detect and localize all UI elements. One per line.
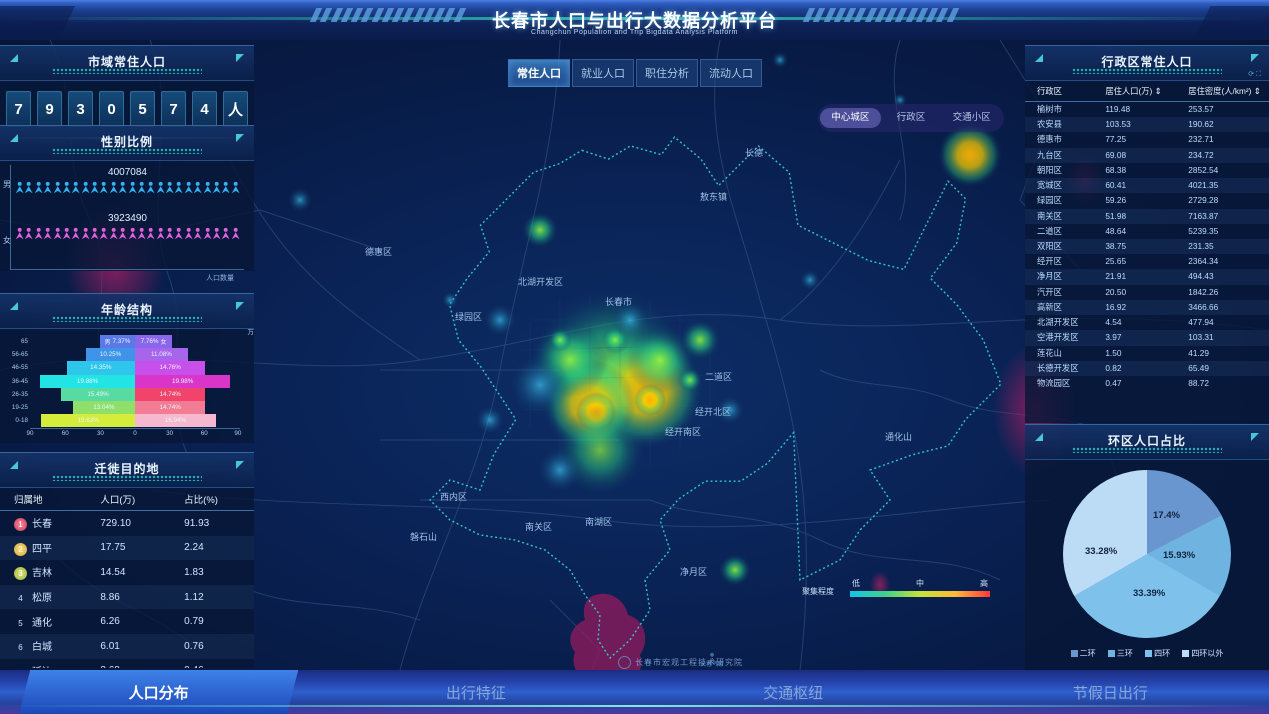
svg-text:长德: 长德 (745, 147, 763, 158)
svg-text:南湖区: 南湖区 (585, 516, 612, 527)
svg-text:敖东镇: 敖东镇 (700, 191, 727, 202)
svg-text:德惠区: 德惠区 (365, 246, 392, 257)
svg-text:经开南区: 经开南区 (665, 426, 701, 437)
svg-text:净月区: 净月区 (680, 566, 707, 577)
svg-text:北湖开发区: 北湖开发区 (518, 276, 563, 287)
svg-text:通化山: 通化山 (885, 431, 912, 442)
svg-text:二道区: 二道区 (705, 371, 732, 382)
svg-text:绿园区: 绿园区 (455, 311, 482, 322)
svg-text:南关区: 南关区 (525, 521, 552, 532)
svg-text:经开北区: 经开北区 (695, 406, 731, 417)
svg-text:西内区: 西内区 (440, 491, 467, 502)
svg-text:磐石山: 磐石山 (410, 531, 437, 542)
svg-text:长春市: 长春市 (605, 296, 632, 307)
